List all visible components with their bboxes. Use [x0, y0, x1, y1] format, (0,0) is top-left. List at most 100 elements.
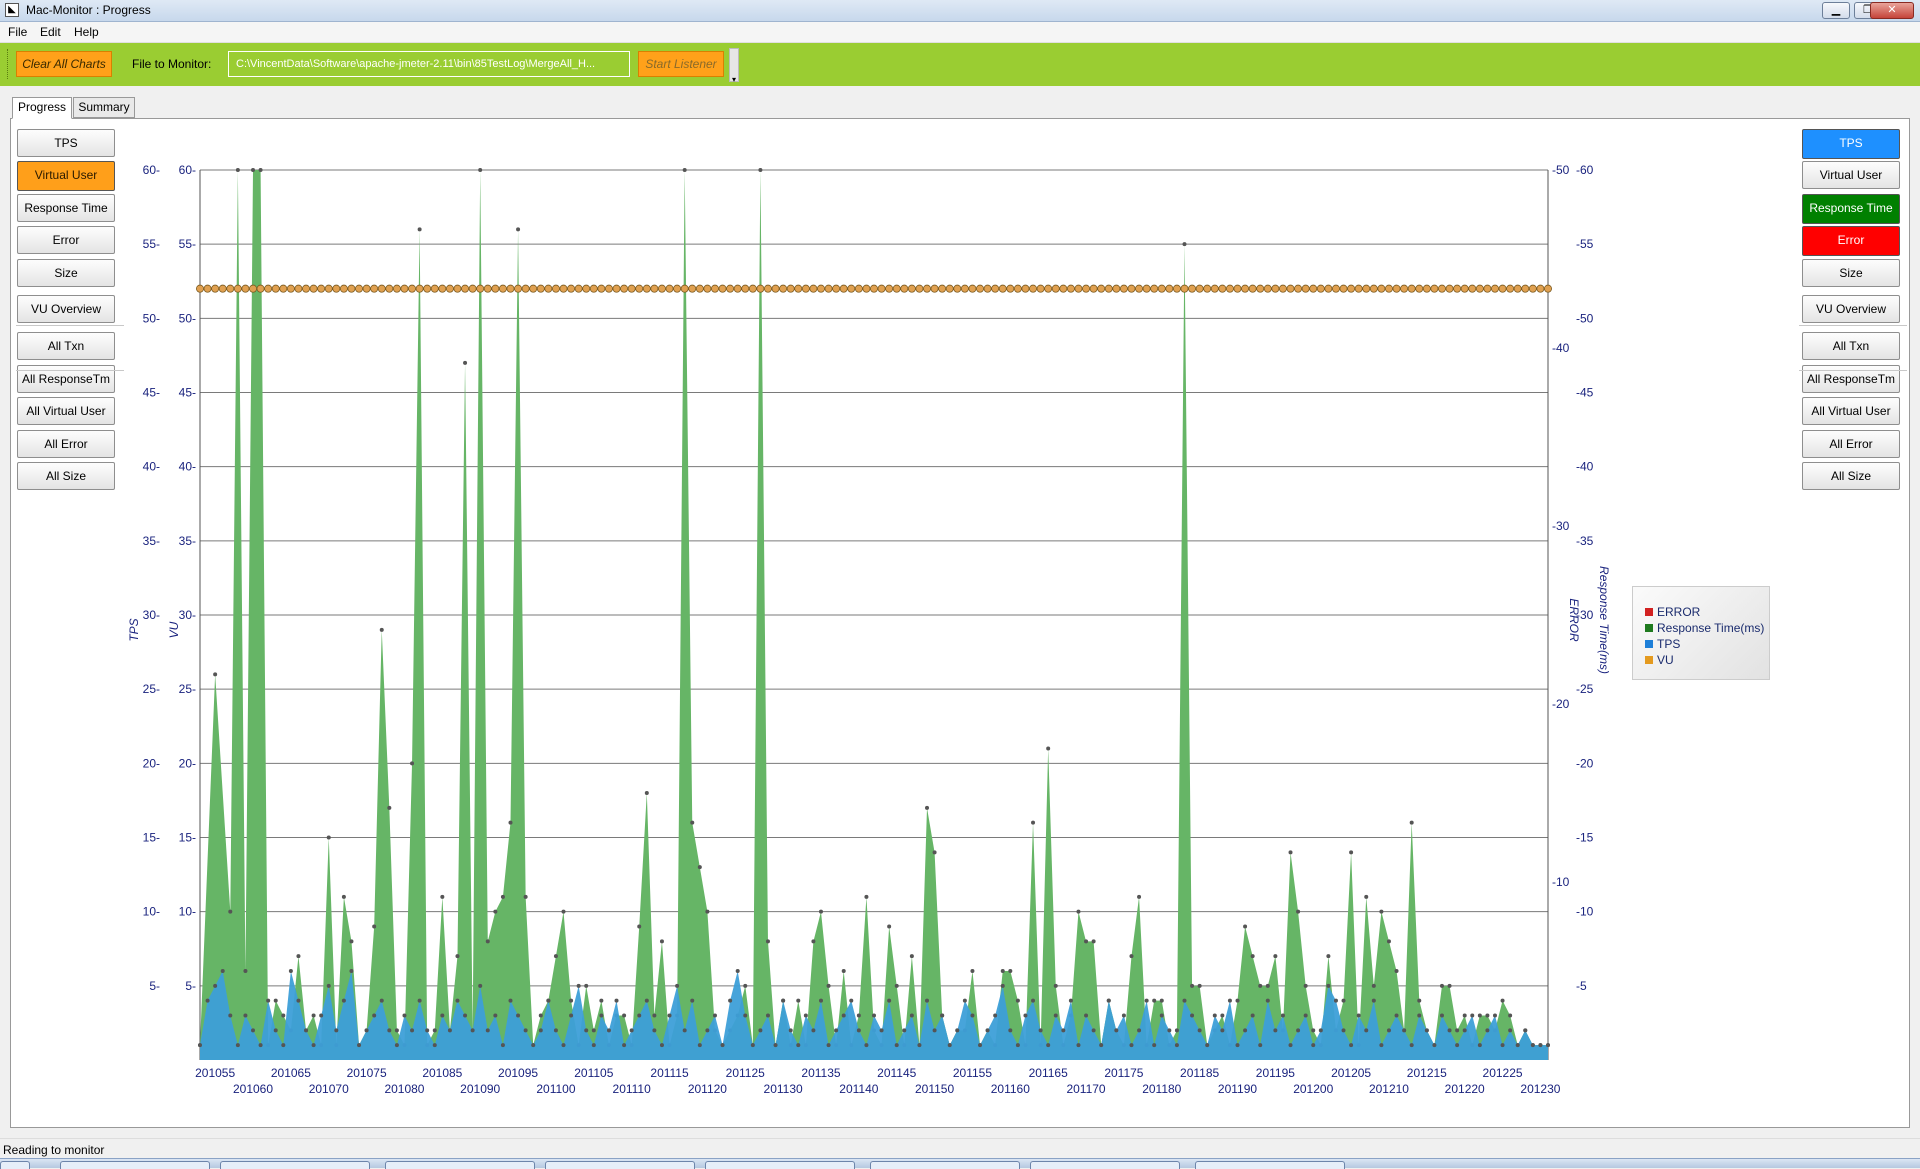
tps-point [538, 1028, 543, 1033]
tps-point [1296, 1028, 1301, 1033]
response-time-tick-label: -20 [1576, 756, 1594, 770]
vu-point [233, 284, 242, 293]
menu-file[interactable]: File [8, 25, 28, 39]
clear-all-charts-button[interactable]: Clear All Charts [16, 51, 112, 77]
taskbar-item[interactable] [1195, 1161, 1345, 1169]
right-all-size-button[interactable]: All Size [1802, 462, 1900, 490]
response-time-tick-label: -30 [1576, 608, 1594, 622]
vu-point [1354, 284, 1363, 293]
tps-point [978, 1043, 983, 1048]
left-all-error-button[interactable]: All Error [17, 430, 115, 458]
vu-point [415, 284, 424, 293]
tps-point [682, 1028, 687, 1033]
menu-edit[interactable]: Edit [40, 25, 61, 39]
start-orb[interactable] [0, 1161, 30, 1169]
right-all-virtual-user-button[interactable]: All Virtual User [1802, 397, 1900, 425]
tps-point [334, 1028, 339, 1033]
file-path-field[interactable]: C:\VincentData\Software\apache-jmeter-2.… [228, 51, 630, 77]
response-time-tick-label: -40 [1576, 460, 1594, 474]
taskbar-item[interactable] [705, 1161, 855, 1169]
left-all-responsetm-button[interactable]: All ResponseTm [17, 365, 115, 393]
tps-point [485, 1028, 490, 1033]
left-all-virtual-user-button[interactable]: All Virtual User [17, 397, 115, 425]
response-time-ms-point [258, 168, 263, 172]
x-tick-label: 201130 [764, 1082, 803, 1096]
right-size-button[interactable]: Size [1802, 259, 1900, 287]
vu-tick-label: 60- [179, 163, 196, 177]
response-time-tick-label: -60 [1576, 163, 1594, 177]
vu-point [339, 284, 348, 293]
tps-point [1008, 1028, 1013, 1033]
vu-point [854, 284, 863, 293]
response-time-ms-point [1394, 969, 1399, 973]
tps-point [584, 1028, 589, 1033]
vu-point [1006, 284, 1015, 293]
left-size-button[interactable]: Size [17, 259, 115, 287]
vu-point [1468, 284, 1477, 293]
tab-progress[interactable]: Progress [12, 97, 72, 119]
vu-point [907, 284, 916, 293]
tps-point [531, 1043, 536, 1048]
left-tps-button[interactable]: TPS [17, 129, 115, 157]
taskbar-item[interactable] [545, 1161, 695, 1169]
right-response-time-button[interactable]: Response Time [1802, 194, 1900, 224]
left-error-button[interactable]: Error [17, 226, 115, 254]
right-vu-overview-button[interactable]: VU Overview [1802, 295, 1900, 323]
vu-point [673, 284, 682, 293]
taskbar-item[interactable] [60, 1161, 210, 1169]
vu-point [1362, 284, 1371, 293]
response-time-ms-point [826, 983, 831, 988]
right-all-error-button[interactable]: All Error [1802, 430, 1900, 458]
response-time-tick-label: -10 [1576, 905, 1594, 919]
tps-point [1273, 1028, 1278, 1033]
vu-tick-label: 5- [185, 979, 196, 993]
vu-point [264, 284, 273, 293]
left-response-time-button[interactable]: Response Time [17, 194, 115, 222]
left-vu-overview-button[interactable]: VU Overview [17, 295, 115, 323]
vu-point [483, 284, 492, 293]
vu-point [1430, 284, 1439, 293]
left-virtual-user-button[interactable]: Virtual User [17, 161, 115, 191]
left-all-size-button[interactable]: All Size [17, 462, 115, 490]
taskbar-item[interactable] [870, 1161, 1020, 1169]
vu-point [695, 284, 704, 293]
taskbar-item[interactable] [220, 1161, 370, 1169]
taskbar-item[interactable] [1030, 1161, 1180, 1169]
tps-point [296, 998, 301, 1003]
tps-point [493, 1013, 498, 1018]
right-virtual-user-button[interactable]: Virtual User [1802, 161, 1900, 189]
menu-help[interactable]: Help [74, 25, 99, 39]
tps-point [743, 1013, 748, 1018]
response-time-ms-point [1485, 1013, 1490, 1018]
start-listener-button[interactable]: Start Listener [638, 51, 724, 77]
response-time-ms-point [1008, 969, 1013, 973]
tps-point [1265, 998, 1270, 1003]
tps-point [1099, 1043, 1104, 1048]
right-tps-button[interactable]: TPS [1802, 129, 1900, 159]
tps-point [1038, 1028, 1043, 1033]
x-tick-label: 201145 [877, 1066, 916, 1080]
right-all-txn-button[interactable]: All Txn [1802, 332, 1900, 360]
vu-point [1097, 284, 1106, 293]
vu-point [324, 284, 333, 293]
vu-point [521, 284, 530, 293]
toolbar-overflow-icon[interactable]: ▾ [729, 48, 739, 84]
tps-point [1462, 1028, 1467, 1033]
toolbar-grip[interactable] [7, 49, 10, 79]
right-error-button[interactable]: Error [1802, 226, 1900, 256]
close-button[interactable]: ✕ [1870, 2, 1914, 19]
vu-point [574, 284, 583, 293]
tps-point [523, 1028, 528, 1033]
vu-point [1324, 284, 1333, 293]
vu-point [839, 284, 848, 293]
x-tick-label: 201115 [650, 1066, 689, 1080]
response-time-ms-point [1174, 1028, 1179, 1033]
left-all-txn-button[interactable]: All Txn [17, 332, 115, 360]
tps-point [198, 1043, 202, 1048]
tab-summary[interactable]: Summary [73, 97, 135, 118]
error-tick-label: -50 [1552, 163, 1570, 177]
vu-tick-label: 15- [179, 831, 196, 845]
minimize-button[interactable]: ▁ [1822, 2, 1850, 19]
taskbar-item[interactable] [385, 1161, 535, 1169]
right-all-responsetm-button[interactable]: All ResponseTm [1802, 365, 1900, 393]
